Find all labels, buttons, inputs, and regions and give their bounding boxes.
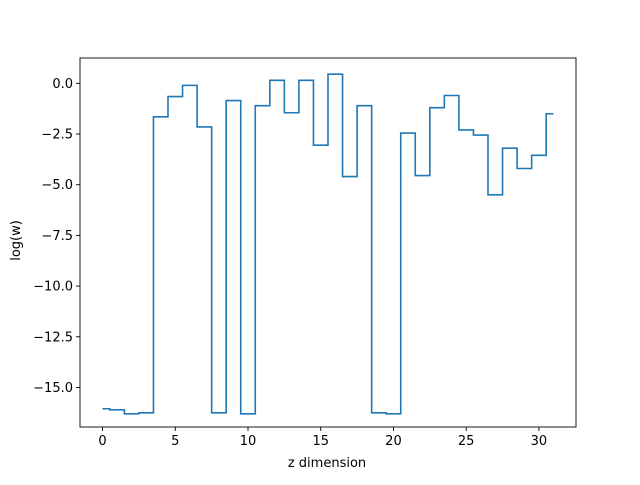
y-tick-label: −5.0 bbox=[41, 178, 73, 193]
y-axis-label: log(w) bbox=[9, 220, 24, 261]
y-tick-label: −2.5 bbox=[41, 128, 73, 143]
axes-frame bbox=[79, 57, 577, 428]
y-tick-label: −15.0 bbox=[33, 381, 73, 396]
x-tick-label: 20 bbox=[385, 434, 402, 449]
y-tick-label: −7.5 bbox=[41, 229, 73, 244]
plot-layer bbox=[102, 73, 554, 415]
x-tick-label: 15 bbox=[312, 434, 329, 449]
x-tick-label: 10 bbox=[240, 434, 257, 449]
series-line-0 bbox=[102, 73, 554, 415]
x-tick-label: 25 bbox=[458, 434, 475, 449]
x-tick-label: 30 bbox=[531, 434, 548, 449]
y-tick-label: 0.0 bbox=[52, 77, 73, 92]
x-tick-label: 5 bbox=[171, 434, 179, 449]
x-axis-label: z dimension bbox=[288, 456, 366, 471]
x-tick-label: 0 bbox=[98, 434, 106, 449]
y-tick-label: −12.5 bbox=[33, 330, 73, 345]
y-tick-label: −10.0 bbox=[33, 280, 73, 295]
axes-layer: 0 5 10 15 20 25 30 0.0 −2.5 −5.0 −7.5 −10.0 −12.5 −15… bbox=[33, 57, 577, 449]
